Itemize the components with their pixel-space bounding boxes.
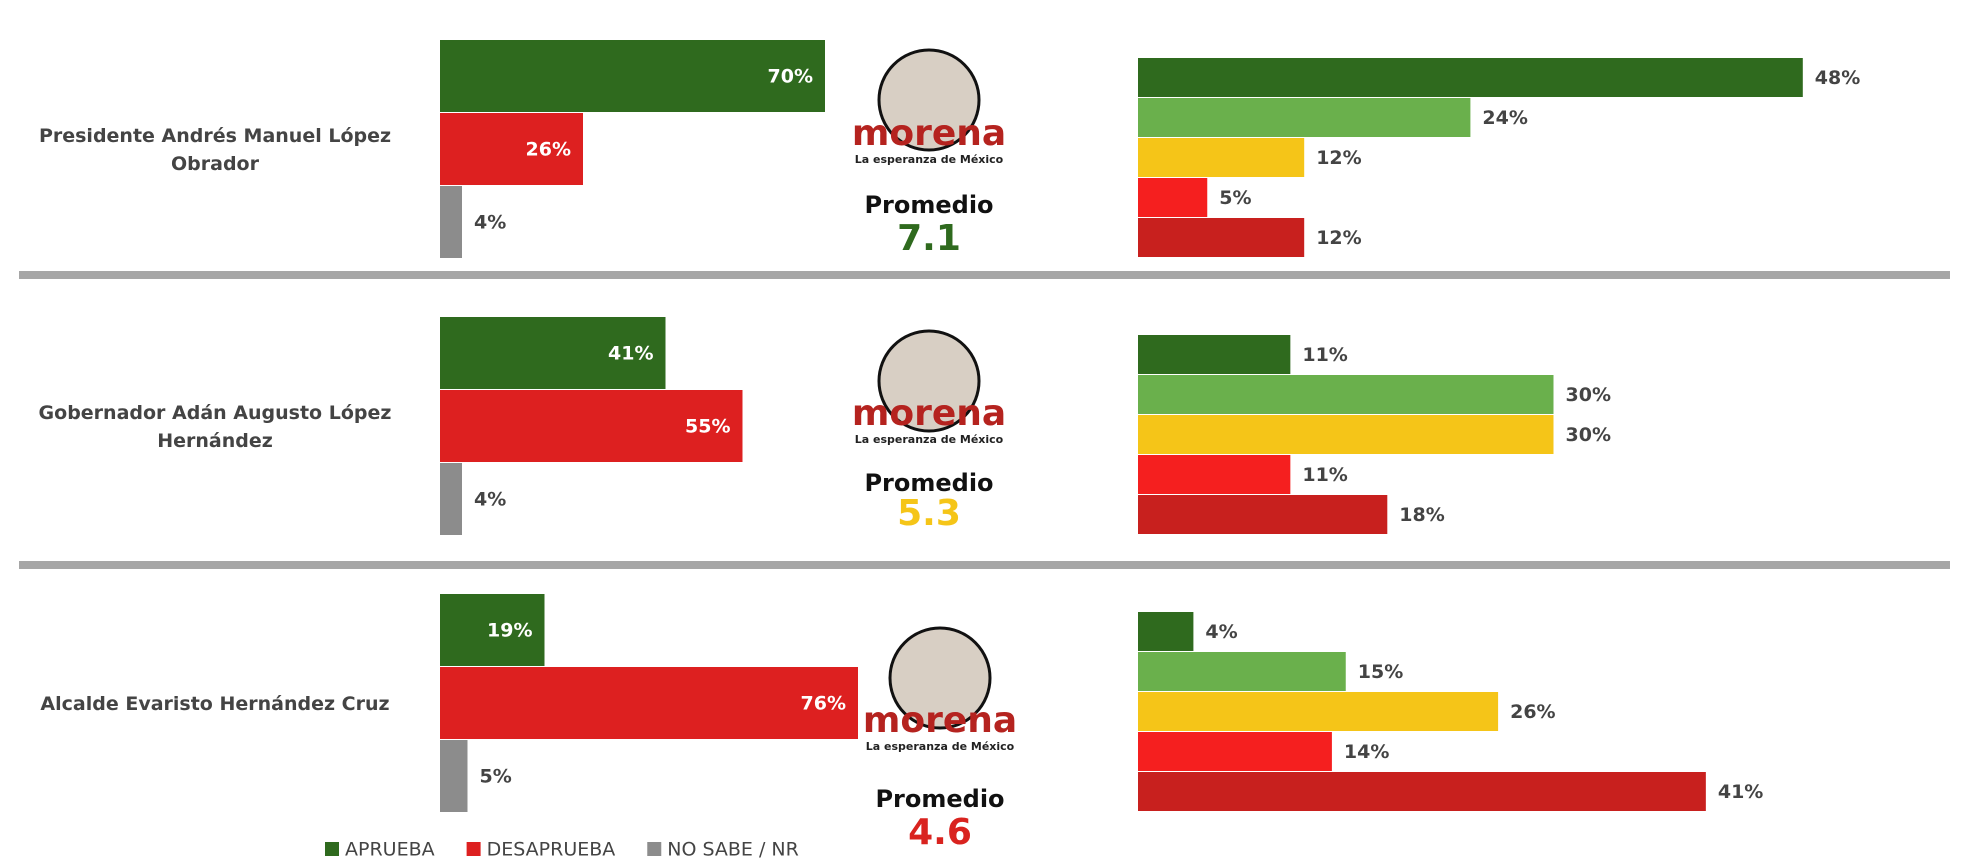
bar — [1138, 415, 1554, 454]
average: 4.6 — [908, 812, 972, 853]
legend-swatch — [325, 842, 339, 856]
bar — [1138, 218, 1304, 257]
separator — [19, 271, 1950, 279]
bar — [440, 463, 462, 535]
value-label: 5% — [1219, 187, 1251, 209]
bar — [1138, 652, 1346, 691]
bar — [1138, 692, 1498, 731]
bar — [440, 186, 462, 258]
value-label: 11% — [1302, 344, 1347, 366]
legend-swatch — [467, 842, 481, 856]
value-label: 26% — [1510, 701, 1555, 723]
bar — [1138, 98, 1470, 137]
value-label: 14% — [1344, 741, 1389, 763]
value-label: 55% — [685, 416, 730, 438]
logo-tagline: La esperanza de México — [855, 433, 1004, 446]
logo-tagline: La esperanza de México — [866, 740, 1015, 753]
logo-name: morena — [852, 393, 1006, 434]
page: 70%26%4%morenaLa esperanza de MéxicoProm… — [0, 0, 1963, 862]
bar — [1138, 772, 1706, 811]
bar — [440, 667, 858, 739]
value-label: 30% — [1566, 384, 1611, 406]
value-label: 11% — [1302, 464, 1347, 486]
logo-tagline: La esperanza de México — [855, 153, 1004, 166]
value-label: 41% — [1718, 781, 1763, 803]
bar — [1138, 138, 1304, 177]
bar — [1138, 455, 1290, 494]
average: 7.1 — [897, 218, 961, 259]
bar — [1138, 335, 1290, 374]
person-name: Alcalde Evaristo Hernández Cruz — [10, 690, 420, 718]
bar — [440, 740, 468, 812]
bar — [1138, 58, 1803, 97]
logo-name: morena — [852, 113, 1006, 154]
value-label: 12% — [1316, 147, 1361, 169]
separator — [19, 561, 1950, 569]
legend-swatch — [647, 842, 661, 856]
average-label: Promedio — [875, 785, 1004, 813]
legend-label: DESAPRUEBA — [487, 839, 616, 861]
person-name: Presidente Andrés Manuel López Obrador — [10, 122, 420, 178]
bar — [1138, 495, 1387, 534]
value-label: 15% — [1358, 661, 1403, 683]
average-label: Promedio — [864, 191, 993, 219]
value-label: 5% — [480, 766, 512, 788]
legend-label: NO SABE / NR — [667, 839, 799, 861]
value-label: 19% — [487, 620, 532, 642]
value-label: 18% — [1399, 504, 1444, 526]
value-label: 26% — [526, 139, 571, 161]
value-label: 70% — [768, 66, 813, 88]
bar — [1138, 375, 1554, 414]
value-label: 4% — [474, 489, 506, 511]
logo-name: morena — [863, 700, 1017, 741]
bar — [1138, 612, 1193, 651]
value-label: 12% — [1316, 227, 1361, 249]
value-label: 30% — [1566, 424, 1611, 446]
average: 5.3 — [897, 493, 961, 534]
bar — [1138, 178, 1207, 217]
value-label: 24% — [1482, 107, 1527, 129]
value-label: 4% — [474, 212, 506, 234]
value-label: 76% — [801, 693, 846, 715]
value-label: 41% — [608, 343, 653, 365]
value-label: 48% — [1815, 67, 1860, 89]
value-label: 4% — [1205, 621, 1237, 643]
bar — [1138, 732, 1332, 771]
legend-label: APRUEBA — [345, 839, 435, 861]
person-name: Gobernador Adán Augusto López Hernández — [10, 399, 420, 455]
